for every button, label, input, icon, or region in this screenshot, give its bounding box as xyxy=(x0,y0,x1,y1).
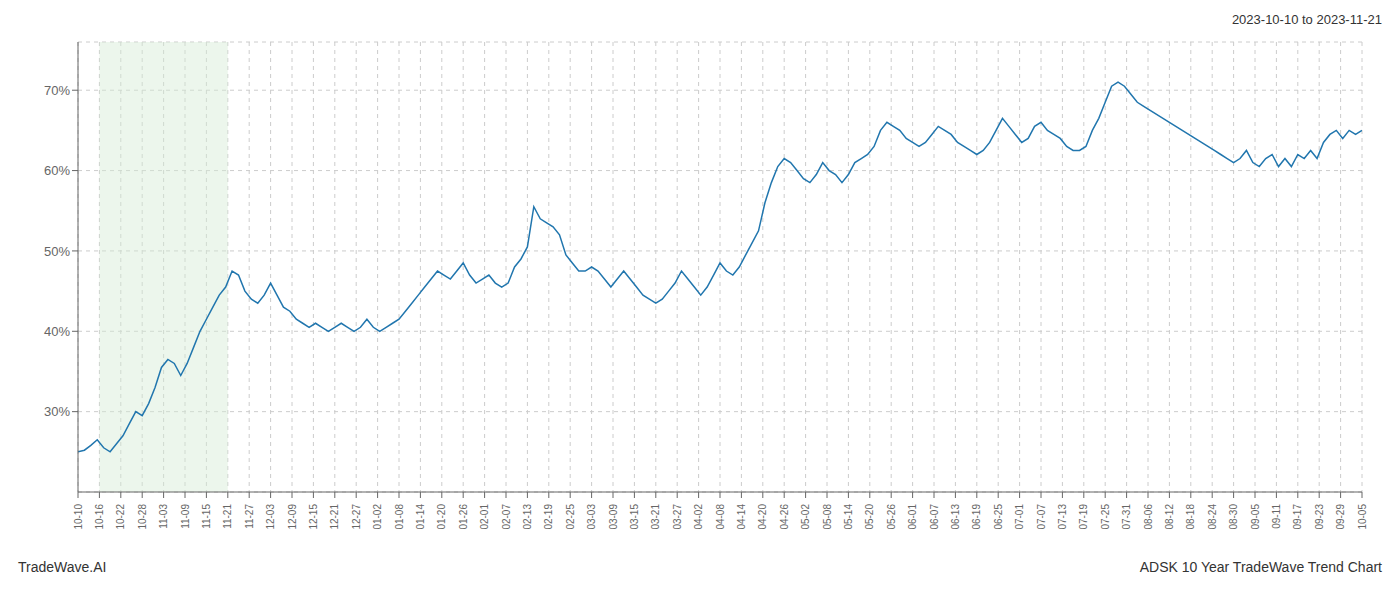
svg-text:09-17: 09-17 xyxy=(1292,504,1303,530)
svg-text:01-26: 01-26 xyxy=(458,504,469,530)
svg-text:07-13: 07-13 xyxy=(1057,504,1068,530)
svg-text:09-11: 09-11 xyxy=(1271,504,1282,529)
svg-text:08-30: 08-30 xyxy=(1228,504,1239,530)
html-text:ADSK 10 Year TradeWave Trend C: ADSK 10 Year TradeWave Trend Chart xyxy=(1139,559,1382,575)
svg-text:04-14: 04-14 xyxy=(736,504,747,530)
svg-text:03-15: 03-15 xyxy=(629,504,640,530)
svg-text:11-03: 11-03 xyxy=(158,504,169,529)
svg-text:07-25: 07-25 xyxy=(1100,504,1111,530)
svg-text:11-09: 11-09 xyxy=(180,504,191,529)
svg-text:06-01: 06-01 xyxy=(907,504,918,530)
svg-text:12-27: 12-27 xyxy=(351,504,362,530)
svg-text:11-15: 11-15 xyxy=(201,504,212,529)
svg-text:02-01: 02-01 xyxy=(479,504,490,530)
svg-text:10-28: 10-28 xyxy=(137,504,148,530)
svg-text:09-23: 09-23 xyxy=(1314,504,1325,530)
svg-text:03-09: 03-09 xyxy=(608,504,619,530)
svg-text:50%: 50% xyxy=(44,244,70,259)
svg-text:01-08: 01-08 xyxy=(394,504,405,530)
svg-text:40%: 40% xyxy=(44,324,70,339)
svg-text:11-21: 11-21 xyxy=(222,504,233,529)
svg-text:06-25: 06-25 xyxy=(993,504,1004,530)
svg-text:03-27: 03-27 xyxy=(672,504,683,530)
svg-text:08-18: 08-18 xyxy=(1185,504,1196,530)
svg-text:07-19: 07-19 xyxy=(1078,504,1089,530)
svg-text:06-19: 06-19 xyxy=(971,504,982,530)
svg-text:10-10: 10-10 xyxy=(73,504,84,530)
svg-text:09-29: 09-29 xyxy=(1335,504,1346,530)
svg-text:08-12: 08-12 xyxy=(1164,504,1175,530)
svg-text:30%: 30% xyxy=(44,404,70,419)
svg-text:04-08: 04-08 xyxy=(715,504,726,530)
svg-text:12-15: 12-15 xyxy=(308,504,319,530)
svg-text:08-24: 08-24 xyxy=(1207,504,1218,530)
svg-text:02-19: 02-19 xyxy=(543,504,554,530)
svg-text:04-02: 04-02 xyxy=(693,504,704,530)
svg-text:05-02: 05-02 xyxy=(800,504,811,530)
svg-text:02-07: 02-07 xyxy=(501,504,512,530)
svg-text:07-31: 07-31 xyxy=(1121,504,1132,530)
svg-text:01-20: 01-20 xyxy=(436,504,447,530)
svg-text:06-07: 06-07 xyxy=(929,504,940,530)
svg-text:02-25: 02-25 xyxy=(565,504,576,530)
svg-text:09-05: 09-05 xyxy=(1250,504,1261,530)
svg-text:07-01: 07-01 xyxy=(1014,504,1025,530)
svg-text:04-26: 04-26 xyxy=(779,504,790,530)
svg-text:01-02: 01-02 xyxy=(372,504,383,530)
svg-text:01-14: 01-14 xyxy=(415,504,426,530)
svg-text:11-27: 11-27 xyxy=(244,504,255,529)
svg-text:02-13: 02-13 xyxy=(522,504,533,530)
svg-text:04-20: 04-20 xyxy=(757,504,768,530)
html-text:TradeWave.AI: TradeWave.AI xyxy=(18,559,107,575)
svg-text:10-16: 10-16 xyxy=(94,504,105,530)
svg-text:60%: 60% xyxy=(44,163,70,178)
svg-text:05-26: 05-26 xyxy=(886,504,897,530)
svg-text:06-13: 06-13 xyxy=(950,504,961,530)
svg-text:10-05: 10-05 xyxy=(1357,504,1368,530)
svg-text:07-07: 07-07 xyxy=(1036,504,1047,530)
svg-text:08-06: 08-06 xyxy=(1143,504,1154,530)
svg-text:05-20: 05-20 xyxy=(864,504,875,530)
svg-text:05-08: 05-08 xyxy=(822,504,833,530)
svg-text:12-09: 12-09 xyxy=(287,504,298,530)
svg-text:10-22: 10-22 xyxy=(115,504,126,530)
svg-text:70%: 70% xyxy=(44,83,70,98)
svg-text:05-14: 05-14 xyxy=(843,504,854,530)
svg-text:12-21: 12-21 xyxy=(329,504,340,530)
svg-text:12-03: 12-03 xyxy=(265,504,276,530)
svg-text:03-21: 03-21 xyxy=(650,504,661,530)
html-text:2023-10-10 to 2023-11-21: 2023-10-10 to 2023-11-21 xyxy=(1231,12,1382,27)
svg-text:03-03: 03-03 xyxy=(586,504,597,530)
